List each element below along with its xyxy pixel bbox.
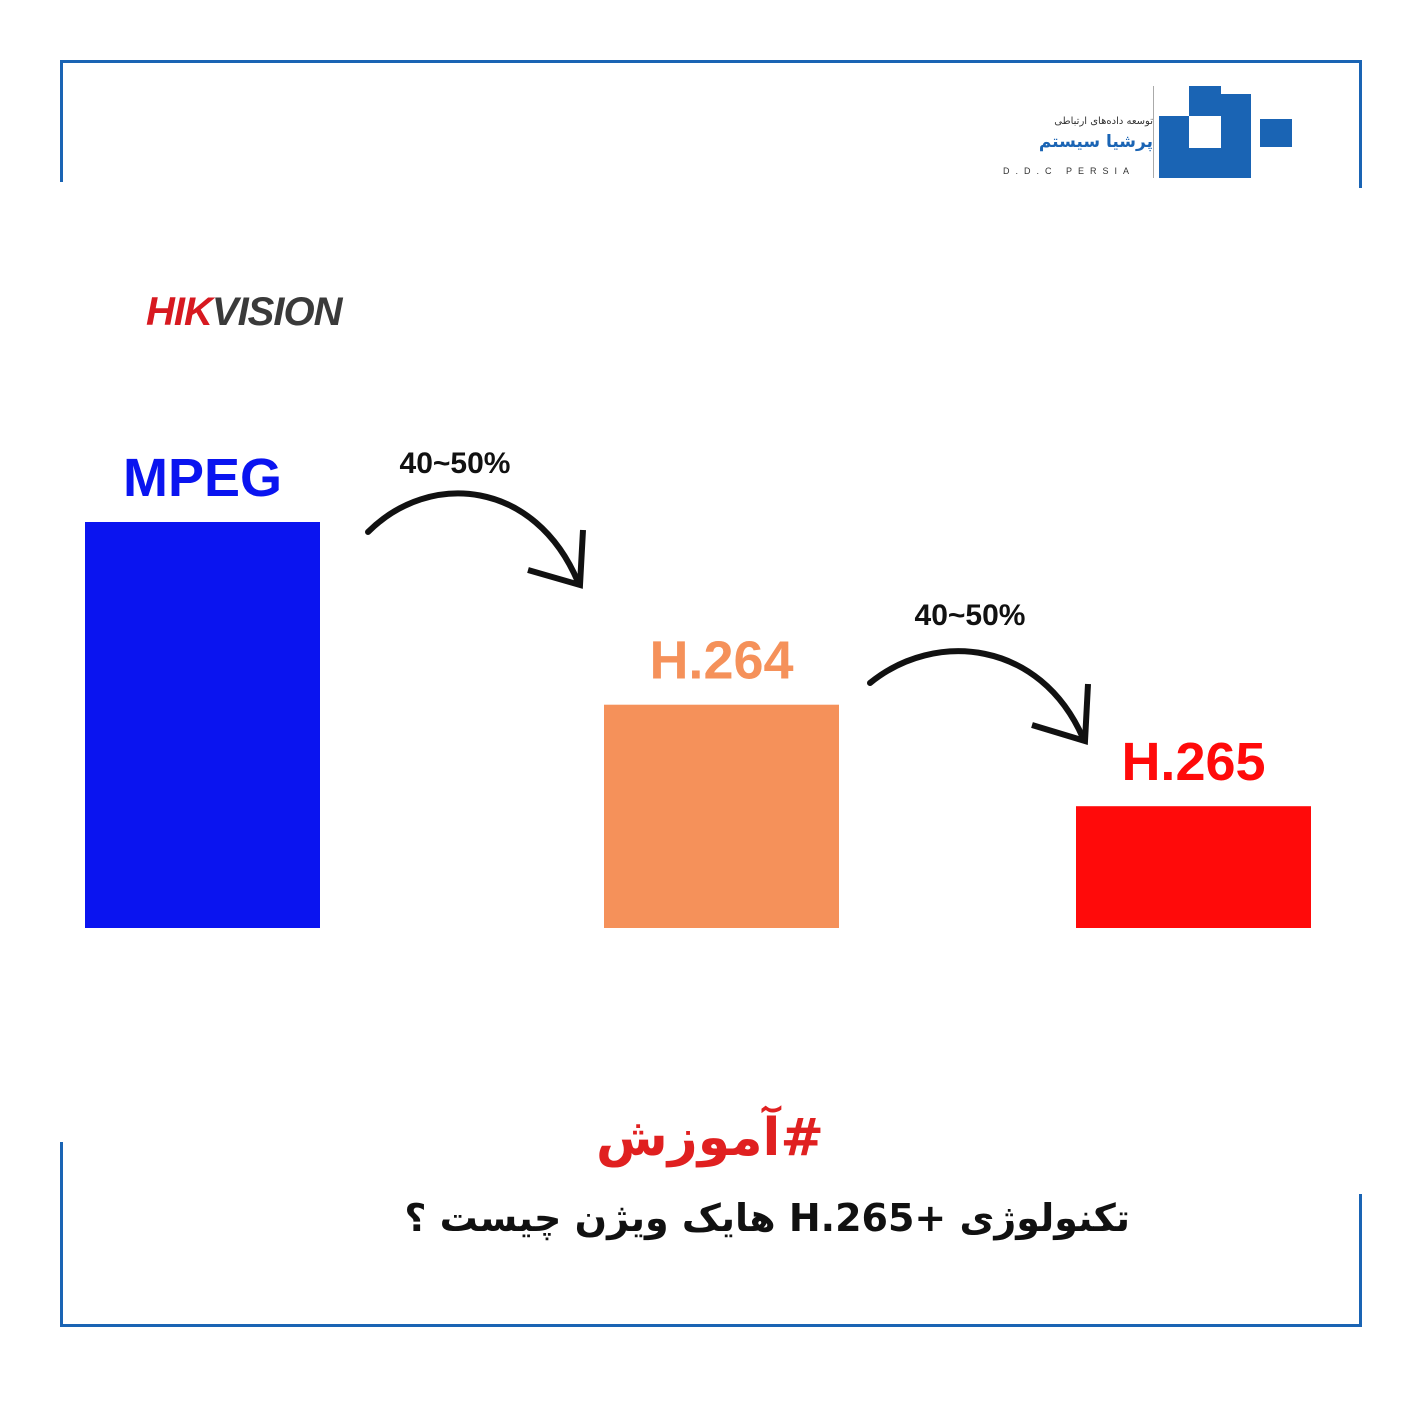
bar-label-h264: H.264 [649, 631, 793, 691]
reduction-label-1: 40~50% [400, 447, 511, 480]
arrow-h264-to-h265-head [1031, 683, 1091, 745]
hikvision-logo-hik: HIK [146, 290, 213, 334]
company-logo: توسعه داده‌های ارتباطی پرشیا سیستم D.D.C… [995, 86, 1295, 180]
bar-label-mpeg: MPEG [123, 448, 282, 508]
frame-left-bottom-line [60, 1142, 63, 1327]
hikvision-logo-vision: VISION [211, 290, 343, 334]
bar-h265 [1076, 806, 1311, 928]
company-name-english: D.D.C PERSIA [1003, 166, 1136, 176]
arrow-mpeg-to-h264 [365, 490, 581, 585]
frame-top-line [60, 60, 1362, 63]
caption: تکنولوژی +H.265 هایک ویژن چیست ؟ [404, 1196, 1130, 1240]
frame-bottom-line [60, 1324, 1362, 1327]
frame-right-bottom-line [1359, 1194, 1362, 1327]
bar-h264 [604, 704, 839, 928]
reduction-label-2: 40~50% [915, 599, 1026, 632]
company-logo-mark-icon [1159, 86, 1292, 178]
bar-label-h265: H.265 [1121, 732, 1265, 792]
logo-divider [1153, 86, 1154, 178]
tag-title: #آموزش [596, 1108, 824, 1168]
bar-mpeg [85, 522, 320, 928]
arrow-mpeg-to-h264-head [527, 529, 586, 589]
frame-left-top-line [60, 60, 63, 182]
arrow-h264-to-h265 [867, 648, 1086, 741]
frame-right-top-line [1359, 60, 1362, 188]
company-name-line1: توسعه داده‌های ارتباطی [1054, 116, 1153, 127]
hikvision-logo: HIKVISION [146, 290, 343, 335]
company-name-line2: پرشیا سیستم [1038, 132, 1153, 152]
